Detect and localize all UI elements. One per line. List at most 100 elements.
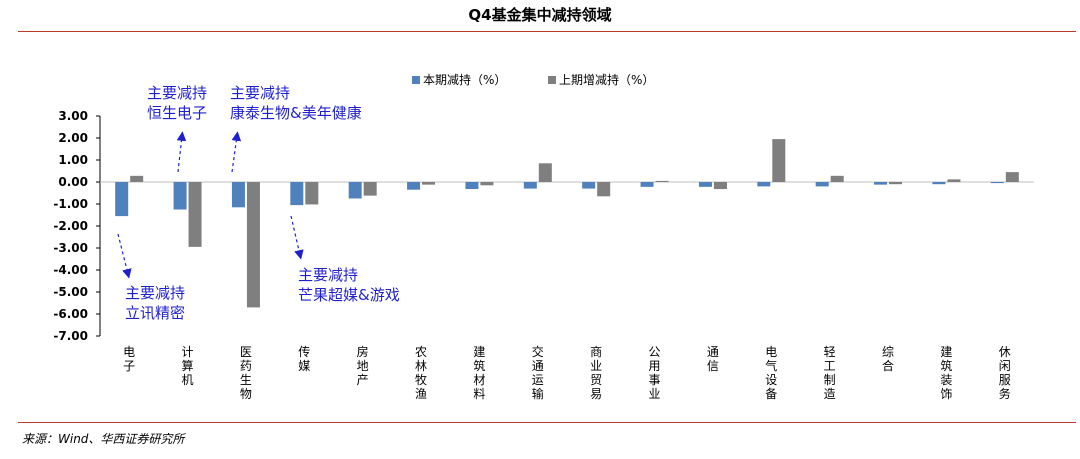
x-tick-label: 机 (182, 373, 194, 387)
bar-current (523, 182, 537, 189)
bar-current (640, 182, 654, 187)
bar-previous (480, 182, 494, 186)
bar-current (990, 182, 1004, 184)
y-tick-label: 0.00 (58, 175, 88, 189)
y-tick-label: -4.00 (53, 263, 88, 277)
bar-previous (947, 179, 961, 182)
annotation-arrow (117, 233, 132, 279)
x-tick-label: 子 (123, 359, 135, 373)
annotation-arrow (176, 131, 187, 173)
bar-previous (246, 182, 260, 308)
x-tick-label: 信 (707, 359, 719, 373)
bar-current (932, 182, 946, 185)
annotation-line1: 主要减持 (125, 284, 185, 302)
y-tick-label: -7.00 (53, 329, 88, 343)
bar-previous (830, 175, 844, 182)
bar-current (348, 182, 362, 199)
bar-current (698, 182, 712, 187)
bar-previous (305, 182, 319, 205)
x-tick-label: 农 (415, 345, 427, 359)
x-tick-label: 医 (240, 345, 252, 359)
y-tick-label: -2.00 (53, 219, 88, 233)
bar-current (115, 182, 129, 217)
x-tick-label: 造 (824, 387, 836, 401)
legend-swatch (412, 76, 420, 84)
bars (115, 139, 1019, 308)
x-tick-label: 装 (940, 373, 952, 387)
x-tick-label: 牧 (415, 373, 427, 387)
x-tick-label: 产 (357, 373, 369, 387)
x-tick-label: 服 (999, 373, 1011, 387)
x-tick-label: 气 (765, 358, 777, 373)
bar-chart: 3.00 2.00 1.00 0.00 -1.00 -2.00 -3.00 -4.00 -5.0… (53, 72, 1034, 401)
bar-previous (130, 175, 144, 182)
legend-swatch (548, 76, 556, 84)
x-tick-label: 渔 (415, 387, 427, 401)
x-tick-label: 综 (882, 345, 894, 359)
x-tick-label: 建 (473, 345, 485, 359)
y-tick-label: -1.00 (53, 197, 88, 211)
bar-previous (188, 182, 202, 247)
x-tick-label: 合 (882, 358, 894, 373)
x-tick-label: 饰 (940, 387, 952, 401)
bar-current (757, 182, 771, 187)
legend-label: 本期减持（%） (423, 72, 506, 87)
bar-current (874, 182, 888, 185)
y-tick-label: -6.00 (53, 307, 88, 321)
x-tick-label: 通 (707, 345, 719, 359)
x-tick-label: 电 (123, 345, 135, 359)
bar-previous (363, 182, 377, 196)
x-tick-label: 药 (240, 359, 252, 373)
x-tick-label: 建 (940, 345, 952, 359)
bar-current (173, 182, 187, 210)
x-tick-label: 输 (532, 386, 544, 401)
source-note: 来源：Wind、华西证券研究所 (22, 432, 185, 446)
y-tick-label: -5.00 (53, 285, 88, 299)
legend-label: 上期增减持（%） (559, 72, 654, 87)
top-divider (18, 31, 1076, 32)
x-tick-label: 房 (357, 344, 369, 359)
x-tick-label: 料 (473, 387, 485, 401)
x-tick-label: 地 (357, 359, 369, 373)
x-tick-label: 计 (182, 345, 194, 359)
x-tick-label: 运 (532, 373, 544, 387)
x-tick-label: 筑 (473, 358, 485, 373)
x-tick-label: 事 (649, 373, 661, 387)
x-tick-label: 贸 (590, 373, 602, 387)
bar-previous (713, 182, 727, 190)
bar-previous (1005, 172, 1019, 182)
x-tick-label: 算 (182, 358, 194, 373)
x-tick-label: 通 (532, 359, 544, 373)
x-tick-label: 制 (824, 373, 836, 387)
annotation-line2: 立讯精密 (125, 304, 185, 322)
bar-current (231, 182, 245, 208)
x-tick-label: 电 (765, 345, 777, 359)
x-tick-label: 生 (240, 373, 252, 387)
x-tick-label: 物 (240, 387, 252, 401)
x-tick-label: 业 (649, 387, 661, 401)
bar-previous (889, 182, 903, 185)
annotation-line1: 主要减持 (230, 84, 290, 102)
x-tick-label: 传 (298, 344, 310, 359)
x-tick-label: 闲 (999, 359, 1011, 373)
x-tick-label: 媒 (298, 359, 310, 373)
x-tick-label: 休 (999, 345, 1011, 359)
x-tick-label: 用 (649, 359, 661, 373)
y-tick-label: -3.00 (53, 241, 88, 255)
bar-previous (597, 182, 611, 197)
bar-current (815, 182, 829, 187)
annotation-arrow (290, 215, 304, 260)
annotation-line1: 主要减持 (147, 84, 207, 102)
bar-current (407, 182, 421, 190)
bar-current (465, 182, 479, 190)
y-tick-label: 2.00 (58, 131, 88, 145)
y-tick-label: 3.00 (58, 109, 88, 123)
x-tick-label: 公 (649, 345, 661, 359)
bar-previous (422, 182, 436, 185)
x-tick-label: 工 (824, 359, 836, 373)
bar-previous (538, 163, 552, 182)
x-tick-label: 商 (590, 344, 602, 359)
annotation-line2: 芒果超媒&游戏 (298, 286, 400, 304)
x-tick-label: 业 (590, 359, 602, 373)
x-labels: 电子计算机医药生物传媒房地产农林牧渔建筑材料交通运输商业贸易公用事业通信电气设备… (123, 344, 1011, 401)
